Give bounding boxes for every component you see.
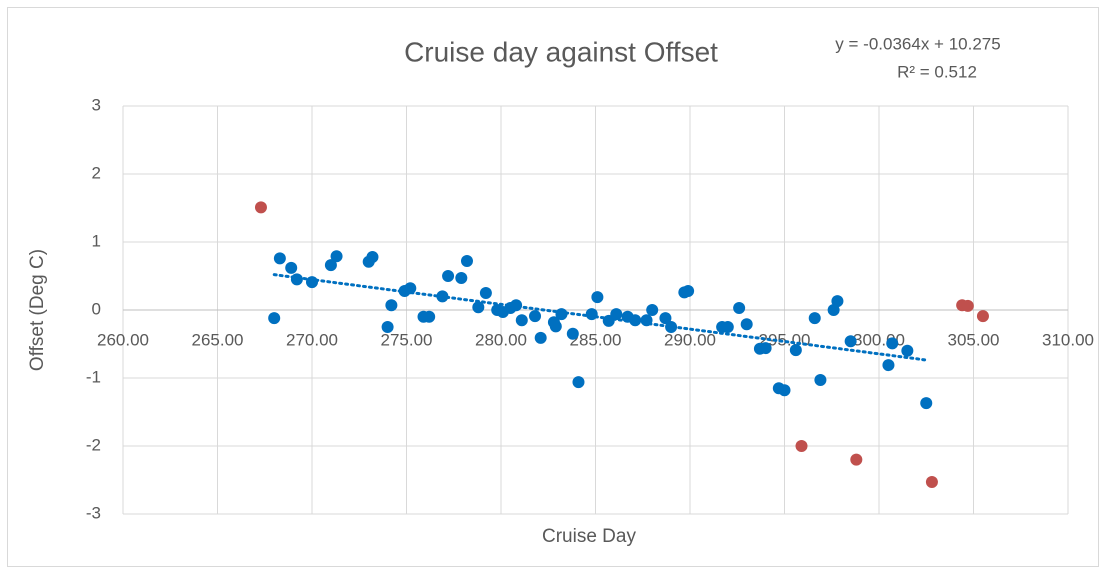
data-point [254, 201, 267, 214]
data-point [455, 272, 468, 285]
data-point [961, 299, 974, 312]
y-tick-label: -1 [86, 367, 101, 386]
data-point [831, 295, 844, 308]
data-point [472, 301, 485, 314]
data-point [306, 276, 318, 289]
data-point [330, 250, 343, 263]
y-axis-title: Offset (Deg C) [27, 249, 48, 371]
data-point [682, 284, 695, 297]
data-point [555, 308, 568, 321]
x-tick-label: 290.00 [664, 330, 716, 349]
data-point [976, 310, 989, 323]
data-point [808, 312, 821, 325]
x-tick-label: 260.00 [97, 330, 149, 349]
data-point [659, 312, 672, 325]
data-point [268, 312, 281, 325]
data-point [479, 287, 492, 299]
data-point [572, 376, 585, 389]
chart-border [7, 7, 1099, 567]
data-point [814, 374, 827, 387]
data-point [925, 476, 938, 489]
y-tick-label: 1 [92, 231, 101, 250]
trendline [272, 273, 928, 362]
data-point [629, 314, 642, 327]
y-tick-label: -3 [86, 503, 101, 522]
data-point [404, 282, 417, 295]
data-point [549, 320, 562, 333]
data-point [534, 331, 547, 344]
data-point [733, 301, 746, 314]
data-point [591, 291, 604, 304]
data-point [850, 453, 863, 466]
data-point [366, 250, 379, 263]
x-tick-label: 265.00 [192, 330, 244, 349]
x-tick-label: 270.00 [286, 330, 338, 349]
data-point [381, 321, 394, 333]
data-point [759, 342, 772, 355]
data-point [886, 337, 899, 350]
data-point [901, 344, 914, 357]
data-point [740, 318, 753, 331]
data-point [510, 299, 523, 312]
data-point [515, 314, 528, 327]
data-point [290, 273, 303, 286]
x-tick-label: 275.00 [381, 330, 433, 349]
x-tick-label: 305.00 [948, 330, 1000, 349]
data-point [844, 335, 857, 348]
x-tick-label: 280.00 [475, 330, 527, 349]
data-point [285, 261, 298, 274]
data-point [778, 384, 791, 397]
data-point [882, 359, 895, 372]
trendline-equation: y = -0.0364x + 10.275 [835, 34, 1000, 53]
data-point [721, 321, 734, 333]
data-point [385, 299, 398, 312]
y-tick-label: 0 [92, 299, 101, 318]
data-point [436, 290, 449, 303]
data-point [566, 327, 579, 340]
x-tick-label: 310.00 [1042, 330, 1094, 349]
y-tick-label: -2 [86, 435, 101, 454]
chart-title: Cruise day against Offset [404, 36, 718, 67]
data-point [610, 308, 623, 321]
data-point [324, 259, 337, 272]
trendline-r-squared: R² = 0.512 [897, 62, 977, 81]
data-point [442, 270, 455, 282]
x-tick-label: 285.00 [570, 330, 622, 349]
data-point [460, 255, 473, 268]
data-point [423, 310, 436, 323]
y-tick-label: 2 [92, 163, 101, 182]
y-tick-label: 3 [92, 95, 101, 114]
data-point [795, 440, 808, 452]
data-point [529, 310, 542, 323]
data-point [665, 321, 678, 333]
data-point [640, 314, 653, 327]
data-point [273, 252, 286, 265]
x-axis-title: Cruise Day [542, 526, 636, 547]
data-point [585, 308, 598, 321]
data-point [646, 304, 659, 316]
data-point [920, 397, 933, 410]
data-point [789, 344, 802, 357]
